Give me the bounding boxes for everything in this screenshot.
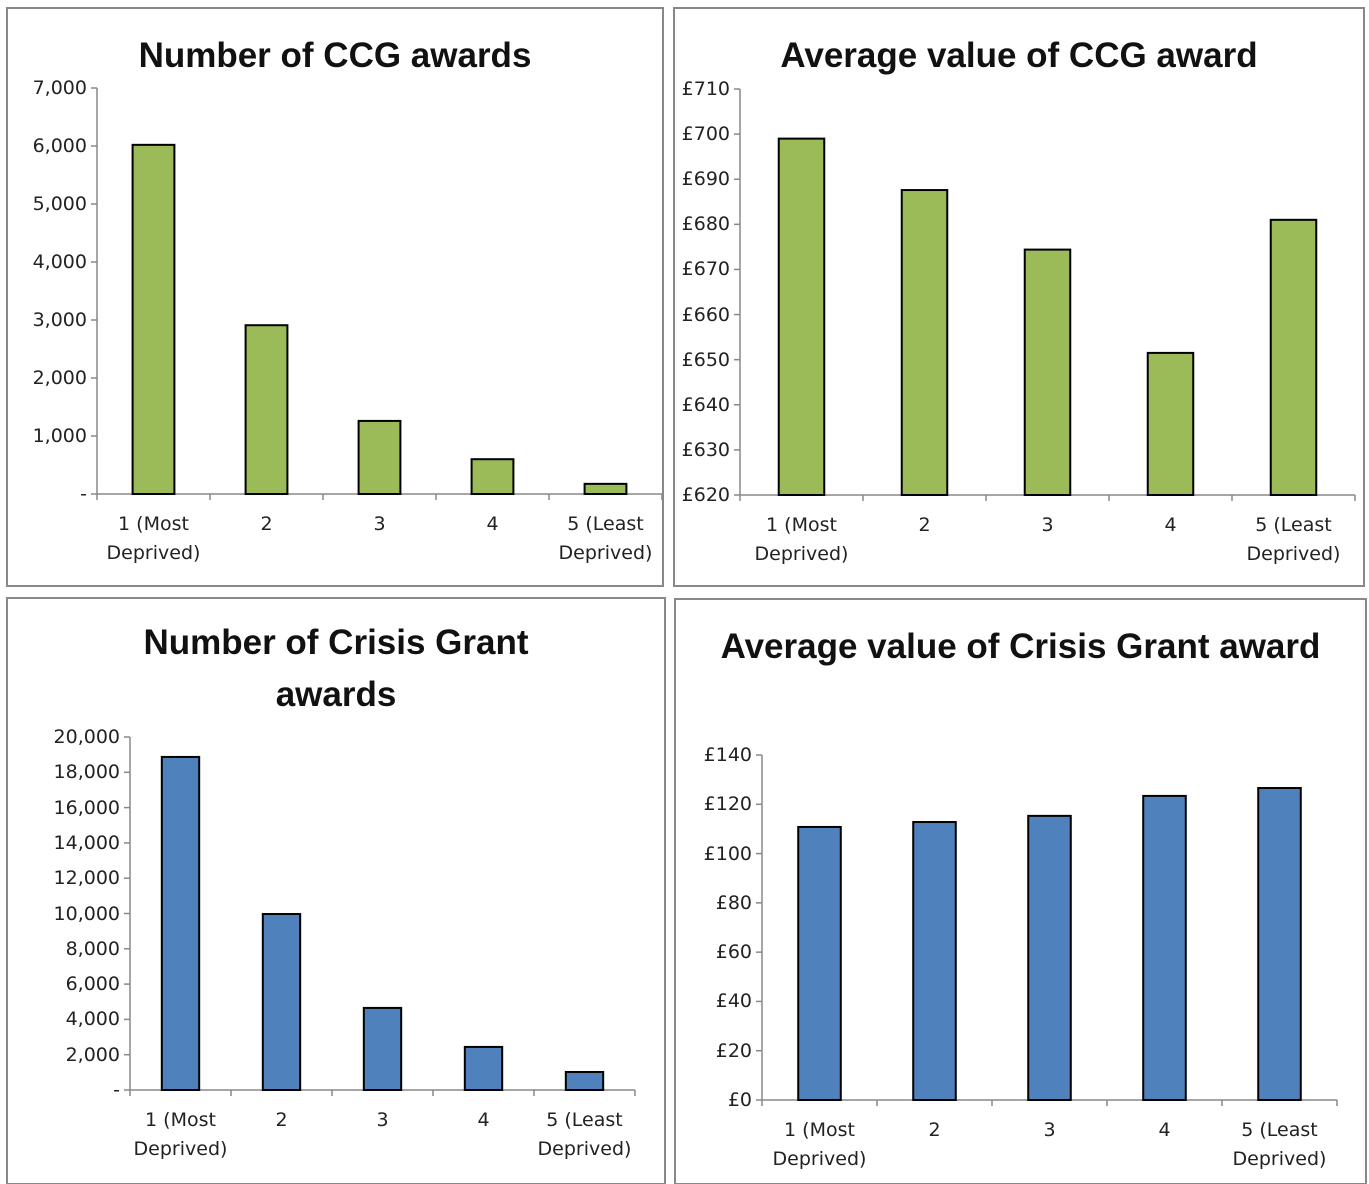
y-tick-label: £40	[715, 990, 752, 1013]
y-tick-label: £700	[681, 123, 730, 146]
y-tick-label: £20	[715, 1039, 752, 1062]
y-tick-label: £60	[715, 941, 752, 964]
y-tick-label: 6,000	[65, 973, 120, 996]
x-tick-label: 4	[486, 513, 499, 535]
y-tick-label: £80	[715, 891, 752, 914]
y-tick-label: 10,000	[53, 902, 120, 925]
x-tick-label: 4	[477, 1109, 490, 1131]
x-tick-label: 5 (Least Deprived)	[1232, 1119, 1327, 1170]
y-tick-label: 18,000	[53, 761, 120, 784]
panel-border	[6, 7, 664, 587]
x-tick-label: 3	[373, 513, 386, 535]
panel-border	[6, 597, 666, 1184]
bar	[160, 755, 201, 1092]
y-tick-label: £0	[727, 1089, 752, 1111]
x-tick-label: 1 (Most Deprived)	[772, 1119, 867, 1170]
y-tick-label: 8,000	[65, 937, 120, 960]
bar	[777, 137, 826, 496]
bar	[583, 482, 628, 496]
y-tick-label: 4,000	[65, 1008, 120, 1031]
x-tick-label: 5 (Least Deprived)	[1246, 514, 1341, 565]
x-tick-label: 2	[928, 1119, 941, 1141]
y-tick-label: -	[80, 483, 87, 505]
bar	[1142, 794, 1187, 1102]
y-tick-label: £120	[703, 793, 752, 816]
x-tick-label: 1 (Most Deprived)	[133, 1109, 228, 1160]
bar	[357, 419, 402, 496]
x-tick-label: 3	[1041, 514, 1054, 536]
bar	[900, 189, 949, 496]
x-tick-label: 2	[260, 513, 273, 535]
chart-title: Number of Crisis Grant awards	[143, 623, 529, 714]
y-tick-label: £680	[681, 213, 730, 236]
y-tick-label: £650	[681, 348, 730, 371]
x-tick-label: 1 (Most Deprived)	[106, 513, 201, 564]
y-tick-label: £640	[681, 393, 730, 416]
bar	[564, 1070, 605, 1091]
y-tick-label: £100	[703, 842, 752, 865]
x-tick-label: 1 (Most Deprived)	[754, 514, 849, 565]
bar	[1023, 248, 1072, 496]
bar	[1146, 351, 1195, 496]
y-tick-label: 5,000	[32, 193, 87, 215]
x-tick-label: 5 (Least Deprived)	[537, 1109, 632, 1160]
y-tick-label: £620	[681, 484, 730, 506]
y-tick-label: £670	[681, 258, 730, 281]
y-tick-label: £140	[703, 744, 752, 766]
bar	[470, 458, 515, 496]
y-tick-label: 20,000	[53, 726, 120, 748]
y-tick-label: 2,000	[32, 367, 87, 389]
bar	[463, 1045, 504, 1091]
chart-title: Average value of CCG award	[780, 36, 1258, 75]
y-tick-label: £690	[681, 168, 730, 191]
bar	[1027, 814, 1072, 1101]
y-tick-label: -	[113, 1079, 120, 1101]
chart-title: Average value of Crisis Grant award	[720, 627, 1321, 666]
y-tick-label: £630	[681, 438, 730, 461]
bar	[912, 821, 957, 1101]
panel-border	[674, 598, 1367, 1184]
y-tick-label: 14,000	[53, 831, 120, 854]
bar	[261, 913, 302, 1091]
y-tick-label: 6,000	[32, 135, 87, 157]
y-tick-label: 16,000	[53, 796, 120, 819]
panel-border	[673, 7, 1365, 587]
x-tick-label: 2	[918, 514, 931, 536]
bar	[362, 1006, 403, 1091]
y-tick-label: 2,000	[65, 1043, 120, 1066]
x-tick-label: 4	[1158, 1119, 1171, 1141]
y-tick-label: 1,000	[32, 425, 87, 447]
y-tick-label: 3,000	[32, 309, 87, 331]
y-tick-label: £660	[681, 303, 730, 326]
x-tick-label: 4	[1164, 514, 1177, 536]
bar	[131, 143, 176, 495]
x-tick-label: 3	[376, 1109, 389, 1131]
bar	[244, 324, 289, 495]
y-tick-label: 7,000	[32, 77, 87, 99]
y-tick-label: £710	[681, 78, 730, 100]
y-tick-label: 4,000	[32, 251, 87, 273]
y-tick-label: 12,000	[53, 867, 120, 890]
chart-title: Number of CCG awards	[138, 36, 532, 75]
bar	[1269, 218, 1318, 496]
bar	[797, 825, 842, 1101]
x-tick-label: 3	[1043, 1119, 1056, 1141]
bar	[1257, 787, 1302, 1101]
x-tick-label: 5 (Least Deprived)	[558, 513, 653, 564]
x-tick-label: 2	[275, 1109, 288, 1131]
